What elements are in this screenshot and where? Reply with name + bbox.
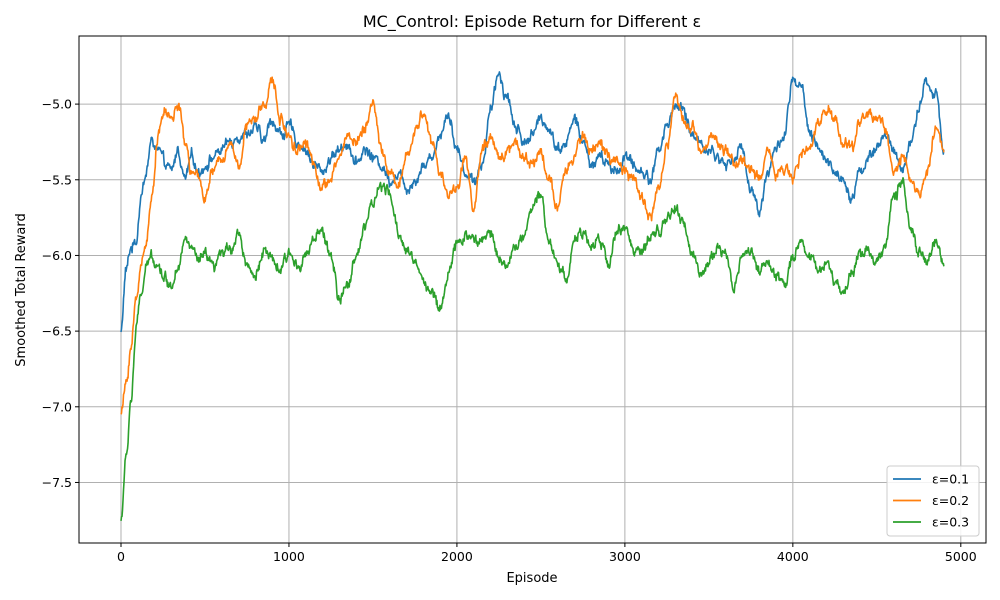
series-line-eps-2 [120, 176, 945, 521]
legend: ε=0.1 ε=0.2 ε=0.3 [886, 465, 980, 537]
series-line-eps-0 [120, 71, 945, 333]
y-tick-label: −6.5 [42, 324, 72, 339]
legend-label: ε=0.1 [932, 472, 969, 487]
x-tick-label: 2000 [441, 549, 473, 564]
grid [79, 36, 986, 543]
ticks: 0 1000 2000 3000 4000 5000 −5.0 −5.5 −6.0 −6.5 −7.… [42, 97, 977, 564]
plot-area [120, 71, 945, 521]
y-axis-label: Smoothed Total Reward [14, 213, 29, 366]
x-tick-label: 3000 [609, 549, 641, 564]
y-tick-label: −7.5 [42, 475, 72, 490]
y-tick-label: −5.0 [42, 97, 72, 112]
legend-label: ε=0.3 [932, 515, 969, 530]
x-tick-label: 4000 [777, 549, 809, 564]
legend-label: ε=0.2 [932, 493, 969, 508]
x-axis-label: Episode [506, 571, 557, 586]
legend-frame [886, 465, 980, 537]
y-tick-label: −6.0 [42, 248, 72, 263]
series-line-eps-1 [120, 76, 945, 415]
chart-title: MC_Control: Episode Return for Different… [363, 12, 701, 32]
plot-frame [78, 35, 987, 544]
y-tick-label: −7.0 [42, 399, 72, 414]
x-tick-label: 1000 [273, 549, 305, 564]
x-tick-label: 0 [117, 549, 125, 564]
x-tick-label: 5000 [945, 549, 977, 564]
y-tick-label: −5.5 [42, 172, 72, 187]
series-lines [120, 71, 945, 521]
